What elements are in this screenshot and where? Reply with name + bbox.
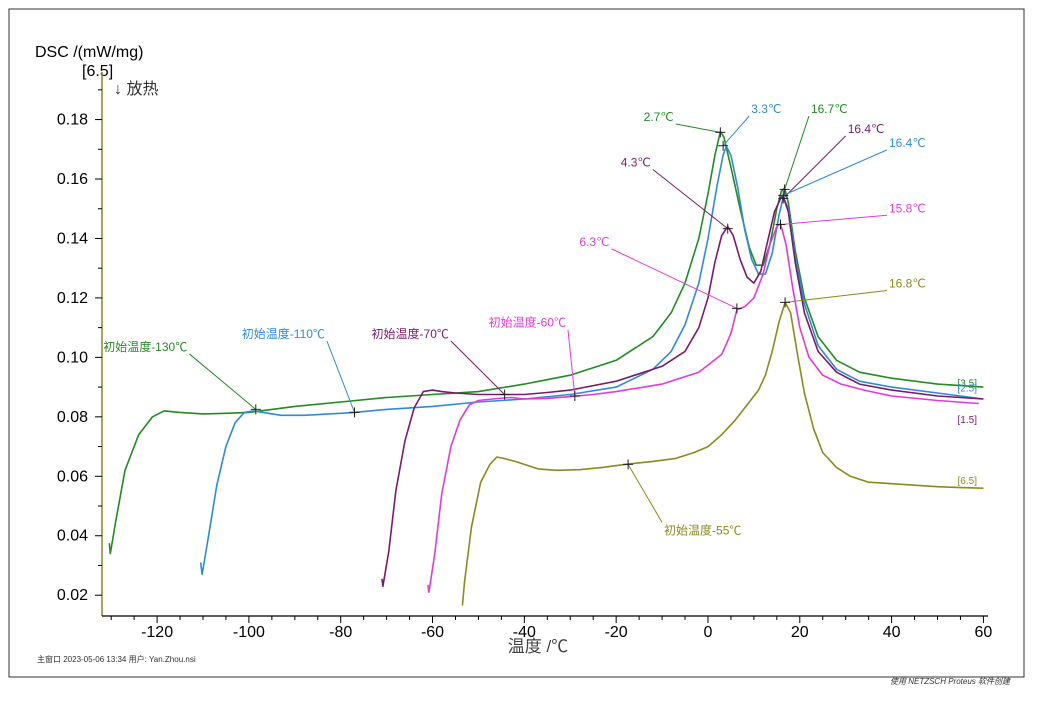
y-tick-label: 0.04 [57,528,88,545]
end-label: [2.5] [958,384,978,395]
leader-line-p130b [784,115,810,190]
annotation-label-p70b: 16.4℃ [848,122,885,136]
series-line-s70 [381,196,984,588]
marker-cross-p60a [731,303,742,314]
y-tick-label: 0.14 [57,230,88,247]
marker-cross-a110 [349,407,360,418]
annotation-label-a130: 初始温度-130℃ [103,339,187,354]
annotation-label-p130b: 16.7℃ [811,102,848,116]
x-tick-label: -120 [141,624,173,641]
x-tick-label: -100 [233,624,265,641]
leader-line-p55 [785,289,888,303]
leader-line-a70 [450,340,505,395]
leader-line-p70b [782,135,847,199]
x-tick-label: -60 [421,624,444,641]
annotations-group: 初始温度-130℃ 初始温度-110℃ 初始温度-70℃ 初始温度-60℃ 初始温度-5… [103,102,926,537]
series-line-s130 [108,130,984,555]
y-tick-label: 0.18 [57,112,88,129]
leader-line-p60b [780,214,888,225]
leader-line-p110a [722,115,750,147]
y-tick-label: 0.06 [57,468,88,485]
annotation-label-p130a: 2.7℃ [644,110,674,124]
leader-line-p130a [675,123,721,133]
leader-line-p70a [652,169,729,230]
leader-line-a55 [627,464,663,523]
marker-cross-p55 [780,297,791,308]
chart-frame [8,8,1025,678]
y-tick-label: 0.08 [57,409,88,426]
x-tick-label: -20 [605,624,628,641]
annotation-label-a60: 初始温度-60℃ [489,315,566,330]
x-tick-label: 20 [791,624,809,641]
annotation-label-p60a: 6.3℃ [579,235,609,249]
end-label: [6.5] [958,476,978,487]
annotation-label-p110b: 16.4℃ [889,136,926,150]
annotation-label-p55: 16.8℃ [889,276,926,290]
y-axis-title: DSC /(mW/mg) [35,44,143,61]
axes: -120 -100 -80 -60 -40 -20 0 20 40 60 0.02 0.04 0.06 0… [57,72,993,641]
marker-cross-a130 [250,404,261,415]
footer-info: 主窗口 2023-05-06 13:34 用户: Yan.Zhou.nsi [37,654,196,664]
marker-cross-p130b [779,184,790,195]
leader-line-a130 [188,353,257,410]
leader-line-p110b [783,149,888,196]
y-axis-tag: [6.5] [82,63,113,80]
marker-cross-a55 [623,459,634,470]
series-group [108,130,984,606]
x-tick-label: -80 [329,624,352,641]
annotation-label-p60b: 15.8℃ [889,201,926,215]
leader-line-a110 [326,340,355,413]
end-labels-group: [3.5][2.5] [1.5] [6.5] [958,379,978,487]
x-tick-label: -40 [513,624,536,641]
exothermic-direction-label: ↓ 放热 [114,80,158,98]
annotation-label-a70: 初始温度-70℃ [372,326,449,341]
end-label: [3.5] [958,379,978,390]
series-line-s60 [427,222,979,593]
marker-cross-a60 [569,391,580,402]
y-tick-label: 0.10 [57,349,88,366]
x-axis-title: 温度 /℃ [508,637,568,656]
marker-cross-p60b [775,219,786,230]
annotation-label-a55: 初始温度-55℃ [664,522,741,537]
x-tick-label: 60 [975,624,993,641]
y-tick-label: 0.12 [57,290,88,307]
leader-line-p60a [611,248,738,309]
x-tick-label: 0 [704,624,713,641]
marker-cross-p70a [722,223,733,234]
x-tick-label: 40 [883,624,901,641]
marker-cross-a70 [499,389,510,400]
footer-credit: 使用 NETZSCH Proteus 软件创建 [890,677,1011,686]
annotation-label-a110: 初始温度-110℃ [242,326,325,341]
annotation-label-p70a: 4.3℃ [621,156,651,170]
leader-line-a60 [567,329,576,397]
marker-cross-p130a [715,127,726,138]
marker-cross-p110a [718,140,729,151]
marker-cross-p110b [778,190,789,201]
y-tick-label: 0.16 [57,171,88,188]
end-label: [1.5] [958,415,978,426]
annotation-label-p110a: 3.3℃ [751,102,781,116]
y-tick-label: 0.02 [57,587,88,604]
series-line-s55 [461,301,984,606]
